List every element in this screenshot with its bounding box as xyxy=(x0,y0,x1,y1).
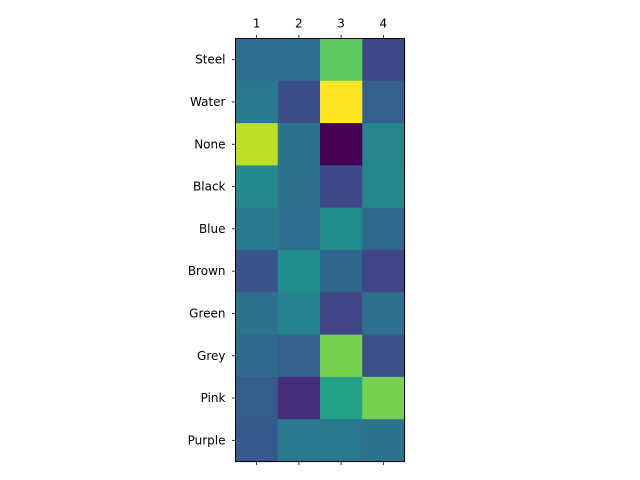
heatmap-cell xyxy=(235,38,279,82)
x-tick-label: 3 xyxy=(337,17,345,31)
x-axis-ticks: 1 2 3 4 xyxy=(253,17,388,465)
y-tick-label: Grey xyxy=(197,349,225,363)
plot-frame xyxy=(235,38,405,462)
y-tick-label: Steel xyxy=(195,53,225,67)
heatmap-cell xyxy=(235,292,279,336)
heatmap-cell xyxy=(320,80,363,124)
heatmap-cell xyxy=(362,207,406,251)
heatmap-cell xyxy=(277,207,321,251)
heatmap-cell xyxy=(235,250,279,293)
heatmap-cell xyxy=(362,165,406,209)
heatmap-cell xyxy=(362,376,406,420)
heatmap-cell xyxy=(235,80,279,124)
heatmap-cell xyxy=(277,38,321,82)
heatmap-cell xyxy=(362,334,406,378)
y-axis-ticks: Steel Water None Black Blue Brown Green Grey Pin… xyxy=(188,53,236,447)
heatmap-cell xyxy=(277,419,321,463)
x-tick-label: 1 xyxy=(253,17,261,31)
x-tick-label: 4 xyxy=(380,17,388,31)
heatmap-cell xyxy=(320,419,363,463)
x-tick-label: 2 xyxy=(295,17,303,31)
heatmap-cell xyxy=(320,123,363,166)
heatmap-cell xyxy=(362,38,406,82)
heatmap-cell xyxy=(277,80,321,124)
heatmap-cell xyxy=(320,165,363,209)
heatmap-cell xyxy=(320,334,363,378)
heatmap-cell xyxy=(277,123,321,166)
heatmap-cell xyxy=(235,419,279,463)
y-tick-label: Brown xyxy=(188,264,226,278)
y-tick-label: Black xyxy=(193,180,226,194)
heatmap-cell xyxy=(320,292,363,336)
heatmap-cell xyxy=(235,207,279,251)
heatmap-cell xyxy=(277,250,321,293)
y-tick-label: Pink xyxy=(201,391,226,405)
heatmap-cell xyxy=(277,376,321,420)
heatmap-cell xyxy=(277,292,321,336)
heatmap-cell xyxy=(320,207,363,251)
heatmap-cell xyxy=(320,376,363,420)
y-tick-label: Purple xyxy=(188,433,226,447)
heatmap-cells xyxy=(235,38,406,463)
y-tick-label: None xyxy=(194,137,225,151)
heatmap-cell xyxy=(235,165,279,209)
heatmap-cell xyxy=(362,292,406,336)
heatmap-cell xyxy=(320,250,363,293)
heatmap-cell xyxy=(320,38,363,82)
y-tick-label: Green xyxy=(189,306,225,320)
heatmap-cell xyxy=(277,334,321,378)
y-tick-label: Water xyxy=(190,95,226,109)
heatmap-cell xyxy=(235,123,279,166)
heatmap-cell xyxy=(362,80,406,124)
y-tick-label: Blue xyxy=(199,222,226,236)
heatmap-cell xyxy=(235,334,279,378)
heatmap-cell xyxy=(362,250,406,293)
heatmap-cell xyxy=(362,123,406,166)
heatmap-cell xyxy=(362,419,406,463)
heatmap-cell xyxy=(235,376,279,420)
heatmap-cell xyxy=(277,165,321,209)
